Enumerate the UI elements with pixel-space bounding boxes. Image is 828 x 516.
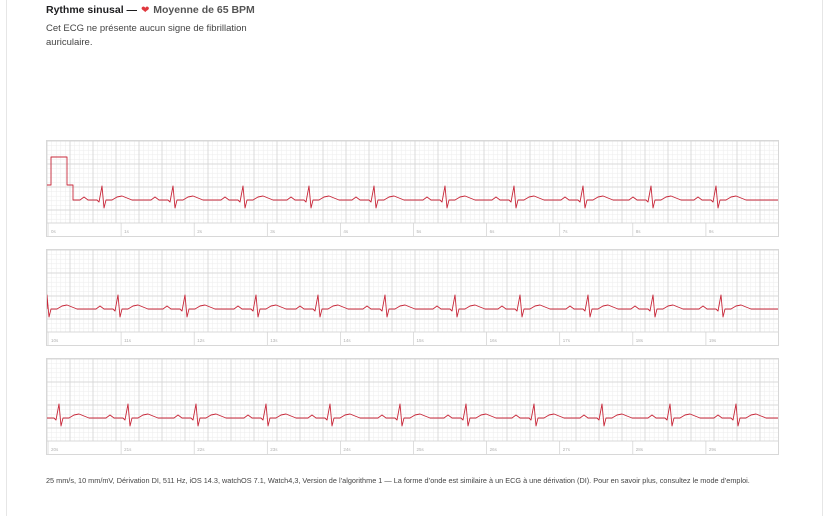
seconds-tick-label: 22s: [197, 447, 205, 452]
seconds-tick-label: 16s: [490, 338, 498, 343]
seconds-tick-label: 9s: [709, 229, 715, 234]
rhythm-label: Rythme sinusal: [46, 4, 124, 16]
ecg-strip-1-chart: 0s 1s 2s 3s 4s 5s 6s 7s 8s 9s: [47, 141, 778, 236]
ecg-header: Rythme sinusal — ❤ Moyenne de 65 BPM Cet…: [46, 4, 746, 50]
seconds-tick-label: 5s: [417, 229, 423, 234]
ecg-strip-3: 20s 21s 22s 23s 24s 25s 26s 27s 28s 29s: [46, 358, 779, 455]
seconds-tick-label: 24s: [343, 447, 351, 452]
seconds-tick-label: 27s: [563, 447, 571, 452]
ecg-trace: [47, 403, 778, 427]
seconds-tick-label: 1s: [124, 229, 130, 234]
seconds-tick-label: 2s: [197, 229, 203, 234]
ecg-footer-note: 25 mm/s, 10 mm/mV, Dérivation DI, 511 Hz…: [46, 476, 750, 485]
seconds-tick-label: 26s: [490, 447, 498, 452]
seconds-tick-label: 13s: [270, 338, 278, 343]
seconds-tick-label: 21s: [124, 447, 132, 452]
seconds-tick-label: 29s: [709, 447, 717, 452]
seconds-tick-label: 14s: [343, 338, 351, 343]
seconds-tick-label: 28s: [636, 447, 644, 452]
heart-icon: ❤: [140, 5, 150, 16]
seconds-tick-label: 25s: [417, 447, 425, 452]
ecg-title: Rythme sinusal — ❤ Moyenne de 65 BPM: [46, 4, 746, 17]
seconds-tick-label: 11s: [124, 338, 132, 343]
ecg-description: Cet ECG ne présente aucun signe de fibri…: [46, 23, 247, 48]
page-edge-right: [822, 0, 823, 516]
seconds-tick-label: 18s: [636, 338, 644, 343]
ecg-grid: [47, 141, 778, 224]
seconds-tick-label: 4s: [343, 229, 349, 234]
page-edge-left: [6, 0, 7, 516]
ecg-grid: [47, 359, 778, 442]
seconds-tick-label: 0s: [51, 229, 57, 234]
seconds-tick-label: 23s: [270, 447, 278, 452]
seconds-tick-label: 20s: [51, 447, 59, 452]
ecg-strip-2-chart: 10s 11s 12s 13s 14s 15s 16s 17s 18s 19s: [47, 250, 778, 345]
seconds-tick-label: 15s: [417, 338, 425, 343]
ecg-trace: [47, 156, 778, 209]
ecg-strip-3-chart: 20s 21s 22s 23s 24s 25s 26s 27s 28s 29s: [47, 359, 778, 454]
seconds-tick-label: 7s: [563, 229, 569, 234]
average-bpm: Moyenne de 65 BPM: [153, 4, 255, 16]
ecg-strip-1: 0s 1s 2s 3s 4s 5s 6s 7s 8s 9s: [46, 140, 779, 237]
seconds-tick-label: 3s: [270, 229, 276, 234]
seconds-tick-label: 12s: [197, 338, 205, 343]
ecg-strip-2: 10s 11s 12s 13s 14s 15s 16s 17s 18s 19s: [46, 249, 779, 346]
seconds-tick-label: 8s: [636, 229, 642, 234]
seconds-tick-label: 19s: [709, 338, 717, 343]
seconds-tick-label: 17s: [563, 338, 571, 343]
title-separator: —: [126, 4, 138, 16]
ecg-trace: [47, 294, 778, 318]
seconds-tick-label: 10s: [51, 338, 59, 343]
ecg-grid: [47, 250, 778, 333]
seconds-tick-label: 6s: [490, 229, 496, 234]
